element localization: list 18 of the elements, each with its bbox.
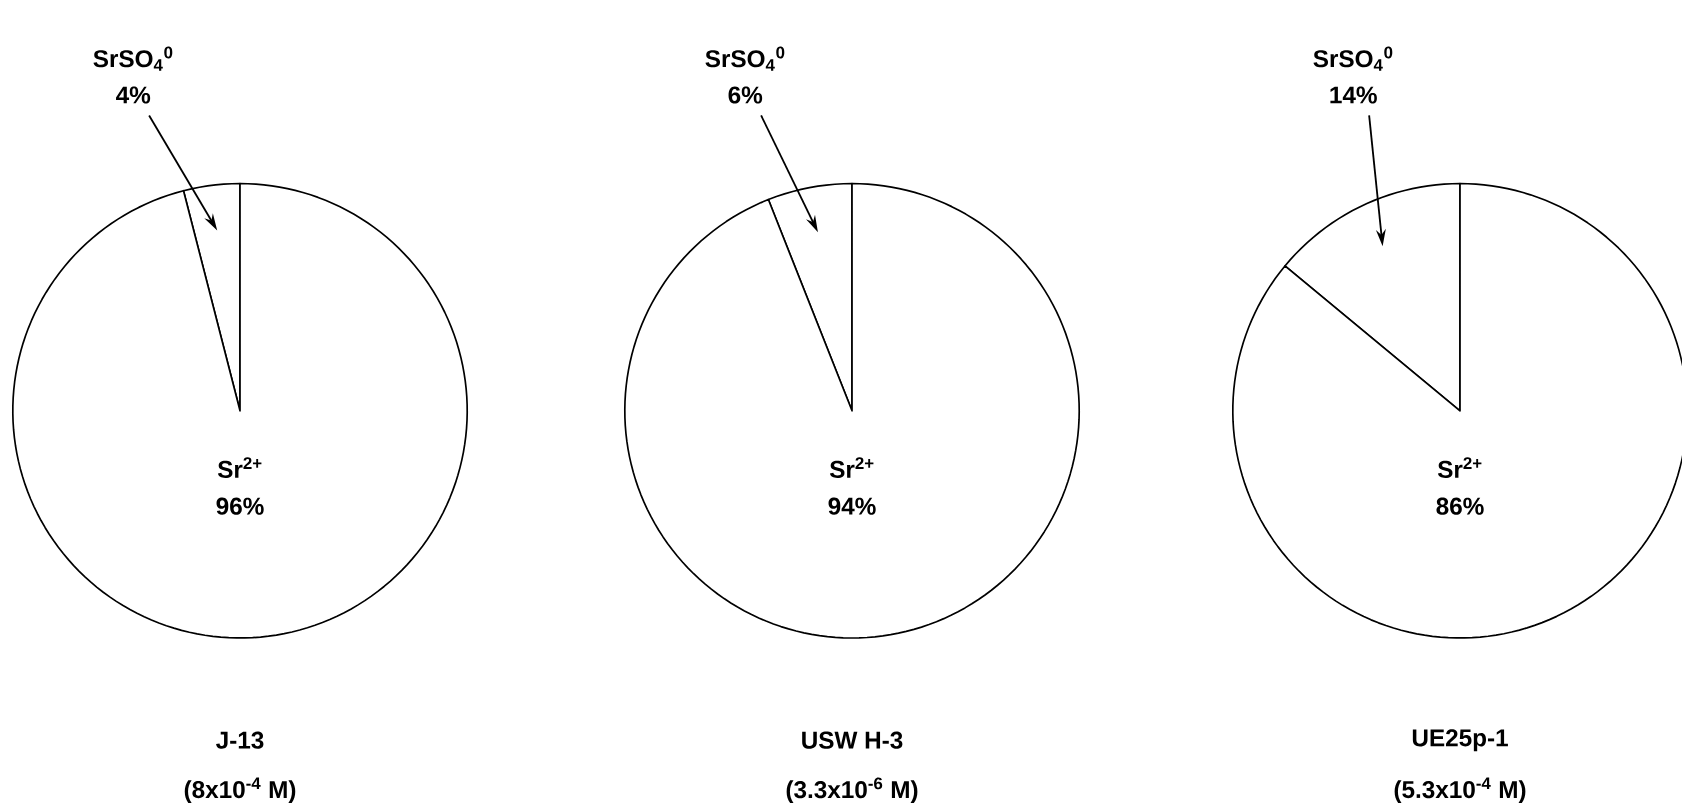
data-label: 4%: [116, 86, 151, 104]
text: J-13: [216, 731, 264, 749]
data-label: 14%: [1330, 86, 1377, 104]
slice-label: Sr$^{2+}$: [829, 457, 874, 479]
data-label: 6%: [728, 86, 763, 104]
text: UE25p-1: [1412, 729, 1508, 752]
slice-label: SrSO$_{4}$0: [705, 46, 785, 71]
data-label: 86%: [1436, 497, 1484, 515]
data-label: 94%: [828, 497, 876, 515]
slice-label: Sr$^{2+}$: [217, 457, 262, 479]
text: (3.3x10$^{-6}$ M): [786, 777, 918, 804]
slice-label: SrSO$_{4}$0: [1313, 46, 1393, 71]
text: (8x10$^{-4}$ M): [184, 777, 296, 803]
data-label: 96%: [216, 497, 264, 515]
slice-label: SrSO$_{4}$0: [93, 46, 173, 71]
text: USW H-3: [802, 731, 903, 749]
text: (5.3x10$^{-4}$ M): [1394, 777, 1526, 803]
slice-label: Sr$^{2+}$: [1437, 457, 1482, 479]
